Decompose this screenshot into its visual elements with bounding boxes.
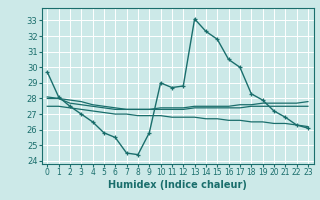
X-axis label: Humidex (Indice chaleur): Humidex (Indice chaleur) — [108, 180, 247, 190]
